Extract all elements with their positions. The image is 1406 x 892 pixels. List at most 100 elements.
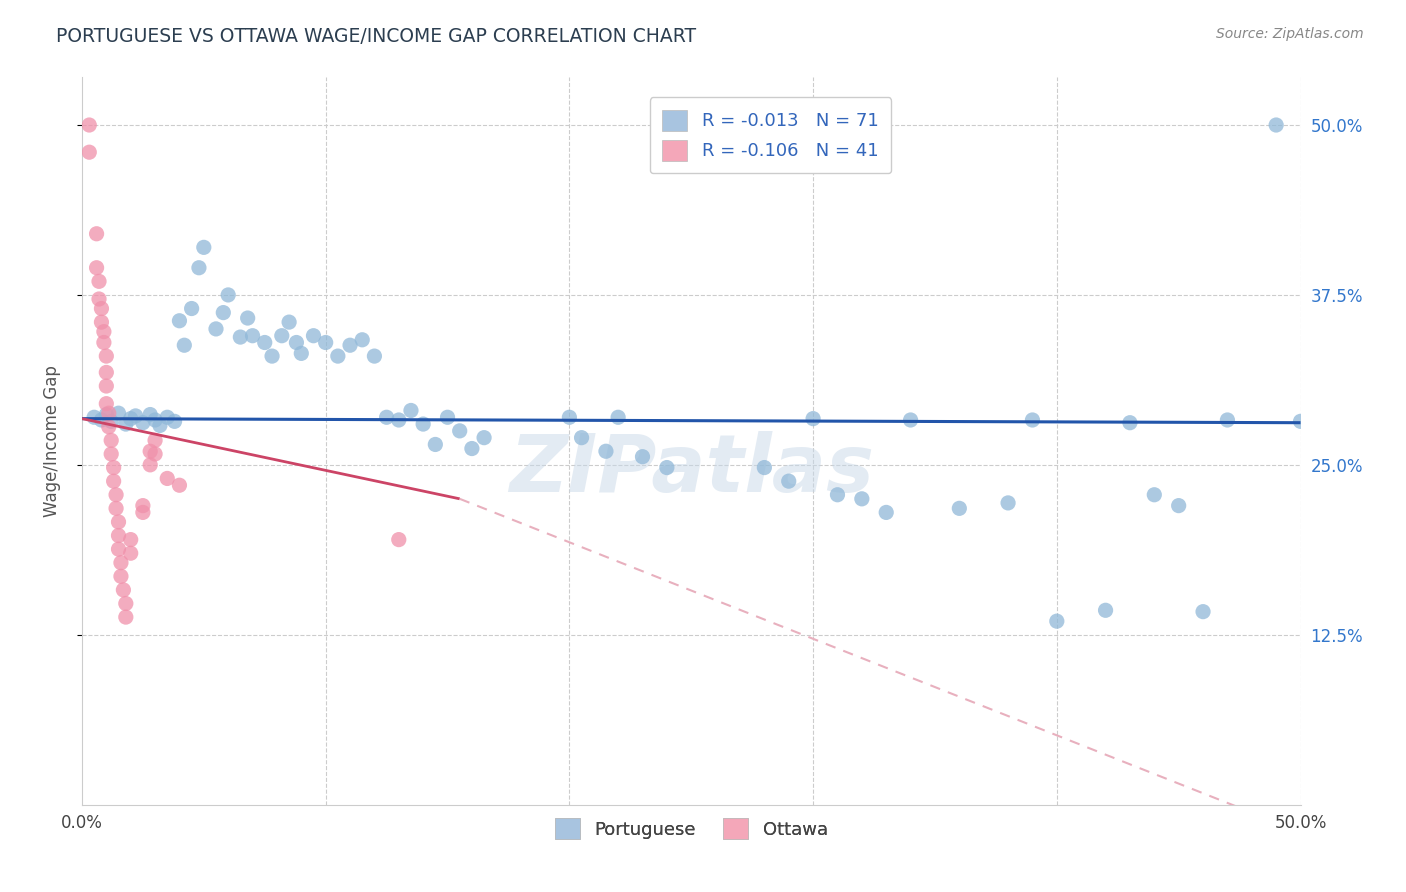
Point <box>1216 413 1239 427</box>
Point <box>285 335 308 350</box>
Point <box>388 413 411 427</box>
Point <box>87 292 110 306</box>
Point <box>1094 603 1116 617</box>
Point <box>143 434 166 448</box>
Point <box>187 260 209 275</box>
Point <box>270 328 292 343</box>
Point <box>86 227 108 241</box>
Point <box>112 582 135 597</box>
Point <box>90 413 112 427</box>
Point <box>139 444 162 458</box>
Point <box>143 447 166 461</box>
Point <box>139 408 162 422</box>
Point <box>77 145 100 160</box>
Point <box>412 417 434 431</box>
Point <box>425 437 447 451</box>
Point <box>132 505 155 519</box>
Point <box>278 315 301 329</box>
Text: ZIPatlas: ZIPatlas <box>509 431 873 509</box>
Point <box>132 416 155 430</box>
Point <box>173 338 195 352</box>
Point <box>100 434 122 448</box>
Point <box>558 410 581 425</box>
Point <box>169 314 191 328</box>
Point <box>107 528 129 542</box>
Point <box>595 444 617 458</box>
Point <box>1192 605 1215 619</box>
Point <box>754 460 776 475</box>
Text: PORTUGUESE VS OTTAWA WAGE/INCOME GAP CORRELATION CHART: PORTUGUESE VS OTTAWA WAGE/INCOME GAP COR… <box>56 27 696 45</box>
Point <box>571 431 593 445</box>
Point <box>120 533 142 547</box>
Point <box>180 301 202 316</box>
Point <box>260 349 283 363</box>
Point <box>778 474 800 488</box>
Point <box>93 335 115 350</box>
Point <box>193 240 215 254</box>
Point <box>103 460 125 475</box>
Point <box>302 328 325 343</box>
Point <box>90 315 112 329</box>
Point <box>1021 413 1043 427</box>
Point <box>97 406 120 420</box>
Point <box>90 301 112 316</box>
Point <box>900 413 922 427</box>
Point <box>449 424 471 438</box>
Point <box>120 411 142 425</box>
Point <box>217 288 239 302</box>
Point <box>110 569 132 583</box>
Point <box>132 499 155 513</box>
Point <box>461 442 484 456</box>
Point <box>120 546 142 560</box>
Point <box>107 542 129 557</box>
Point <box>114 417 136 431</box>
Point <box>363 349 385 363</box>
Point <box>1289 414 1312 428</box>
Point <box>96 397 118 411</box>
Point <box>156 410 179 425</box>
Point <box>96 408 118 422</box>
Point <box>375 410 398 425</box>
Point <box>156 471 179 485</box>
Point <box>149 418 172 433</box>
Point <box>472 431 495 445</box>
Point <box>827 488 849 502</box>
Point <box>143 413 166 427</box>
Point <box>948 501 970 516</box>
Point <box>631 450 654 464</box>
Point <box>124 409 146 423</box>
Point <box>875 505 897 519</box>
Point <box>851 491 873 506</box>
Point <box>87 274 110 288</box>
Point <box>205 322 228 336</box>
Point <box>801 411 824 425</box>
Point <box>100 447 122 461</box>
Point <box>339 338 361 352</box>
Point <box>93 325 115 339</box>
Point <box>96 349 118 363</box>
Y-axis label: Wage/Income Gap: Wage/Income Gap <box>44 365 60 517</box>
Point <box>607 410 630 425</box>
Point <box>229 330 252 344</box>
Point <box>352 333 374 347</box>
Point <box>436 410 458 425</box>
Point <box>242 328 264 343</box>
Point <box>1046 614 1069 628</box>
Point <box>1265 118 1288 132</box>
Point <box>114 610 136 624</box>
Point <box>655 460 678 475</box>
Point <box>107 406 129 420</box>
Point <box>399 403 422 417</box>
Point <box>315 335 337 350</box>
Point <box>997 496 1019 510</box>
Point <box>107 515 129 529</box>
Legend: Portuguese, Ottawa: Portuguese, Ottawa <box>547 811 835 847</box>
Point <box>290 346 312 360</box>
Point <box>169 478 191 492</box>
Point <box>326 349 349 363</box>
Point <box>100 414 122 428</box>
Point <box>105 501 128 516</box>
Point <box>86 260 108 275</box>
Point <box>110 556 132 570</box>
Point <box>253 335 276 350</box>
